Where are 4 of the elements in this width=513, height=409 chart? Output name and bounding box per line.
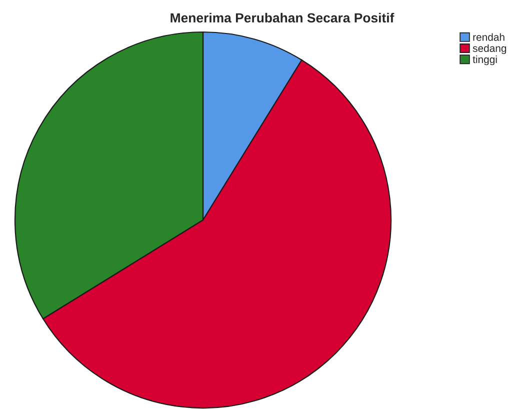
legend-label: rendah bbox=[473, 33, 504, 41]
legend-label: tinggi bbox=[472, 55, 497, 66]
legend-label: sedang bbox=[472, 44, 506, 54]
chart-title: Menerima Perubahan Secara Positif bbox=[170, 12, 394, 23]
